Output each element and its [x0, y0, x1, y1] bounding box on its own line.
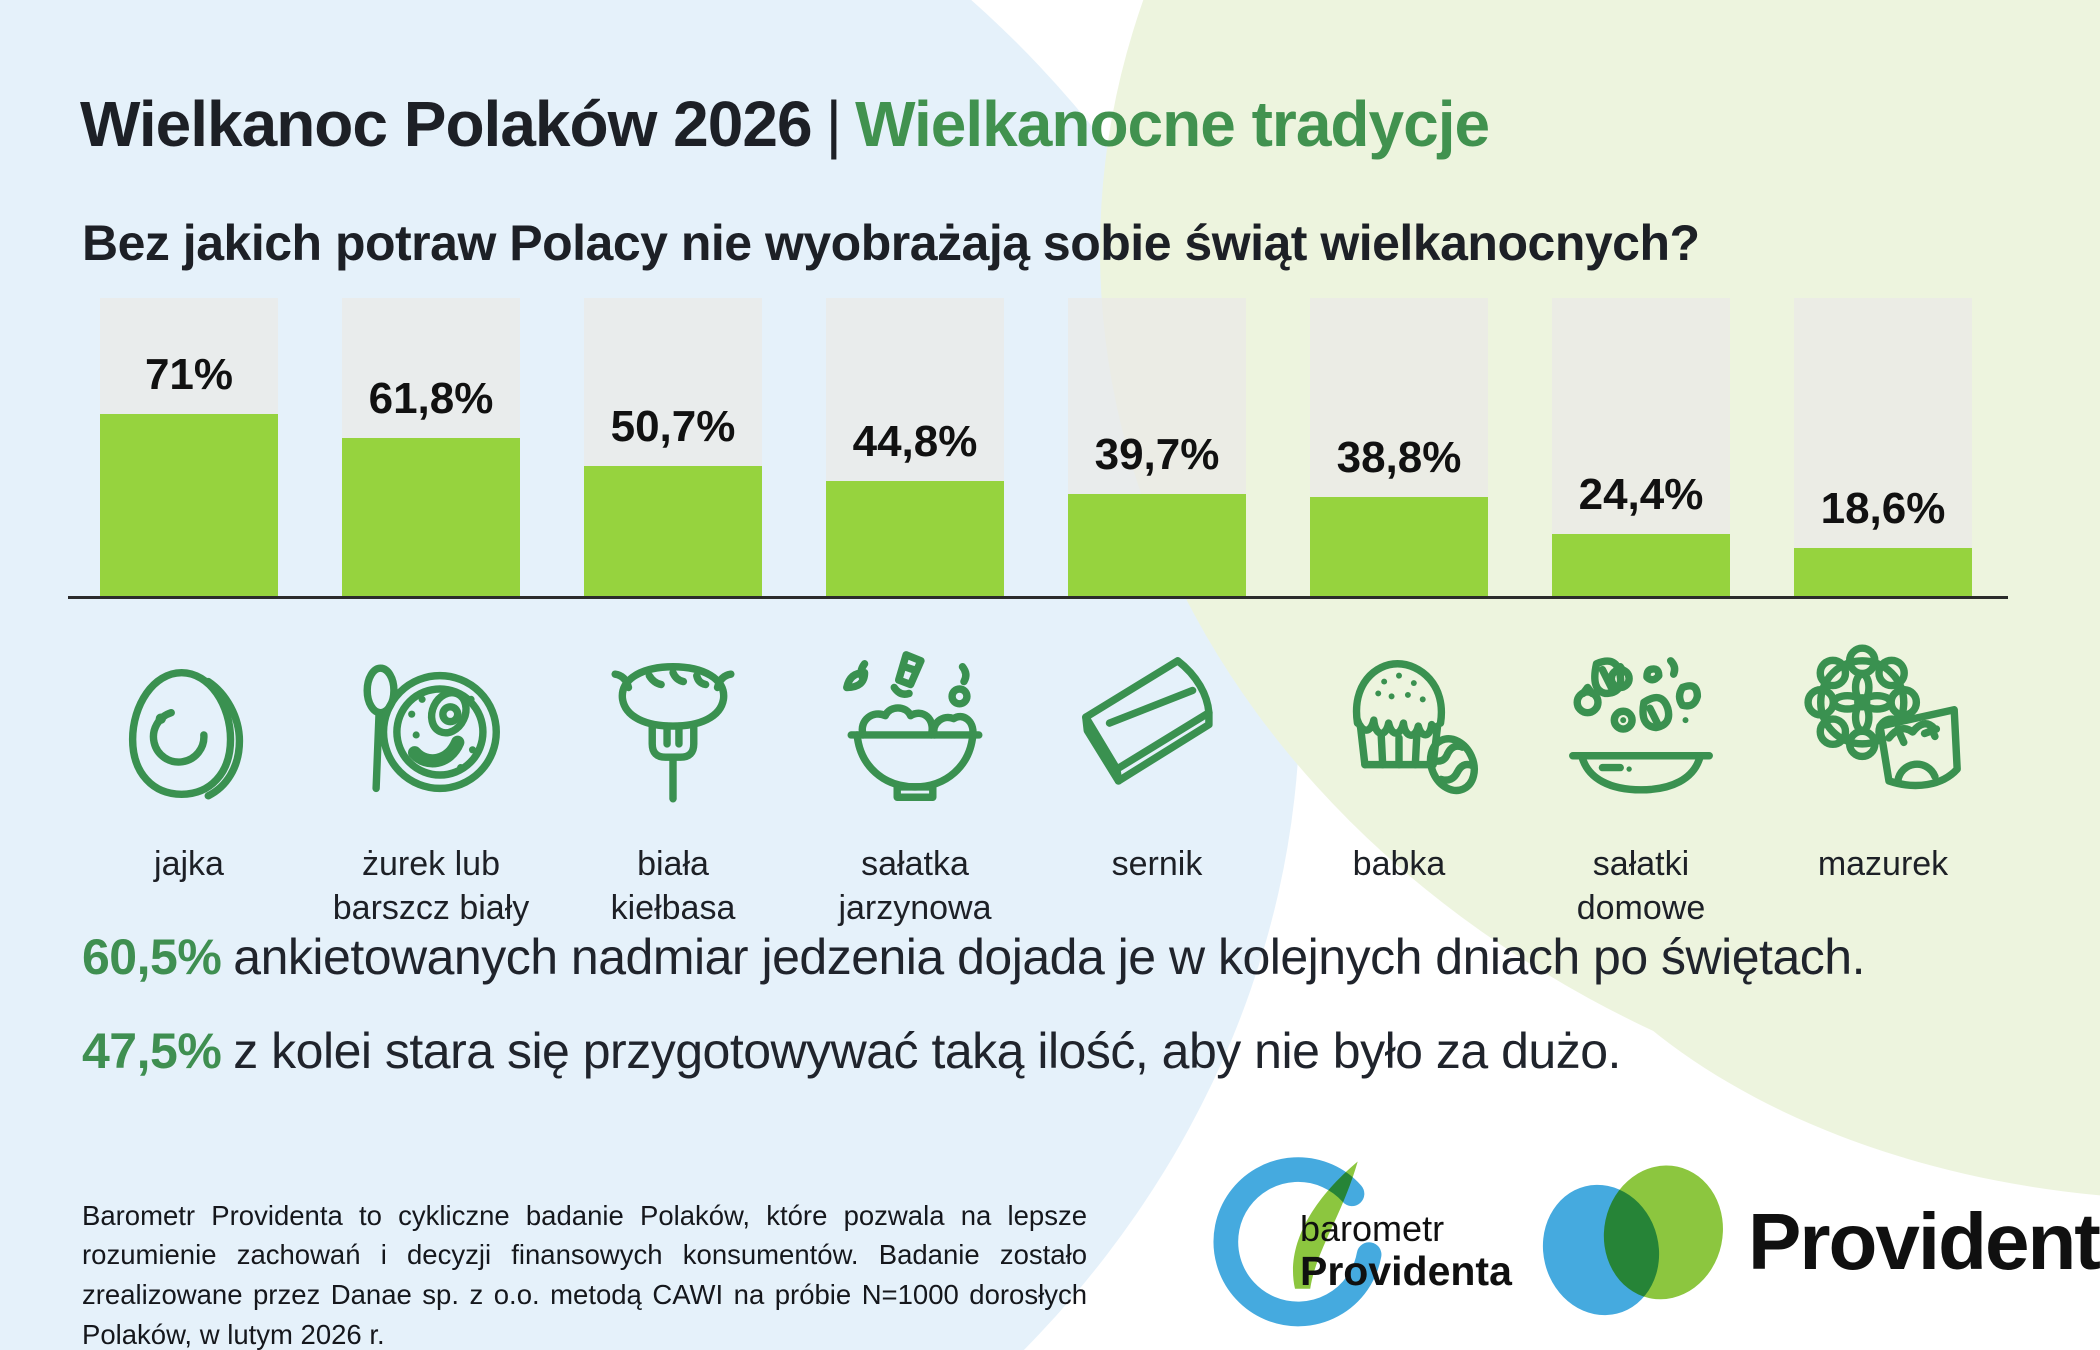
food-category-label: mazurek	[1817, 845, 1949, 883]
bar-mazurek: 18,6%	[1794, 298, 1972, 596]
providenta-word: Providenta	[1300, 1247, 1512, 1294]
provident-wordmark: Provident	[1748, 1197, 2100, 1286]
bar-value-label: 71%	[144, 350, 234, 399]
food-category-biała-kiełbasa: biała kiełbasa	[584, 632, 762, 930]
bar-jajka: 71%	[100, 298, 278, 596]
food-category-label: biała kiełbasa	[610, 845, 736, 928]
food-category-label: jajka	[154, 845, 224, 883]
stat-1-text: ankietowanych nadmiar jedzenia dojada je…	[233, 929, 1865, 985]
food-category-mazurek: mazurek	[1794, 632, 1972, 930]
food-category-sałatka-jarzynowa: sałatka jarzynowa	[826, 632, 1004, 930]
bar-fill	[584, 466, 762, 596]
chart-baseline	[68, 596, 2008, 599]
bar-fill	[1552, 534, 1730, 596]
bar-value-label: 38,8%	[1336, 433, 1462, 482]
bar-sałatki-domowe: 24,4%	[1552, 298, 1730, 596]
bar-value-label: 44,8%	[852, 417, 978, 466]
food-category-żurek lub-barszcz biały: żurek lub barszcz biały	[333, 632, 529, 930]
bar-value-label: 50,7%	[610, 402, 736, 451]
bar-fill	[826, 481, 1004, 596]
food-category-label: sałatki domowe	[1576, 845, 1706, 928]
stat-2-percent: 47,5%	[82, 1023, 222, 1079]
page-title: Wielkanoc Polaków 2026 | Wielkanocne trady…	[80, 87, 1490, 161]
food-category-sernik: sernik	[1068, 632, 1246, 930]
bar-fill	[1310, 497, 1488, 596]
bar-fill	[100, 414, 278, 596]
food-category-label: sernik	[1111, 845, 1203, 883]
barometer-gauge-icon	[1213, 1157, 1382, 1327]
bar-value-label: 61,8%	[368, 374, 494, 423]
stat-line-1: 60,5% ankietowanych nadmiar jedzenia doja…	[82, 928, 1865, 986]
bar-value-label: 18,6%	[1820, 484, 1946, 533]
mazurek-cake-icon	[1794, 632, 1972, 832]
methodology-footnote: Barometr Providenta to cykliczne badanie…	[82, 1199, 1087, 1350]
provident-logo: Provident	[1528, 1162, 2100, 1322]
vegetable-salad-bowl-icon	[826, 632, 1004, 832]
title-main: Wielkanoc Polaków 2026	[80, 87, 813, 160]
food-category-label: żurek lub barszcz biały	[332, 845, 530, 928]
bar-value-label: 24,4%	[1578, 470, 1704, 519]
stat-1-percent: 60,5%	[82, 929, 222, 985]
food-category-label: babka	[1352, 845, 1446, 883]
bar-żurek lub-barszcz biały: 61,8%	[342, 298, 520, 596]
bar-sałatka-jarzynowa: 44,8%	[826, 298, 1004, 596]
bar-babka: 38,8%	[1310, 298, 1488, 596]
bar-fill	[1794, 548, 1972, 596]
food-category-sałatki-domowe: sałatki domowe	[1552, 632, 1730, 930]
food-categories-row: jajka żurek lub barszcz biały biała kiełba…	[100, 632, 1972, 930]
bar-fill	[1068, 494, 1246, 596]
babka-cake-icon	[1310, 632, 1488, 832]
food-category-jajka: jajka	[100, 632, 278, 930]
title-accent: Wielkanocne tradycje	[855, 87, 1490, 160]
provident-blobs-icon	[1542, 1165, 1723, 1316]
sausage-fork-icon	[584, 632, 762, 832]
barometr-logo-words: barometr Providenta	[1300, 1208, 1512, 1294]
bar-value-label: 39,7%	[1094, 430, 1220, 479]
chart-question: Bez jakich potraw Polacy nie wyobrażają …	[82, 214, 1700, 271]
stats-block: 60,5% ankietowanych nadmiar jedzenia doja…	[82, 928, 1865, 1116]
title-divider: |	[825, 87, 843, 160]
salad-plate-icon	[1552, 632, 1730, 832]
stat-line-2: 47,5% z kolei stara się przygotowywać tak…	[82, 1022, 1865, 1080]
bar-biała-kiełbasa: 50,7%	[584, 298, 762, 596]
bar-track	[1794, 298, 1972, 596]
egg-icon	[100, 632, 278, 832]
soup-plate-icon	[342, 632, 520, 832]
stat-2-text: z kolei stara się przygotowywać taką ilo…	[233, 1023, 1621, 1079]
bar-sernik: 39,7%	[1068, 298, 1246, 596]
barometr-word: barometr	[1300, 1208, 1445, 1249]
cheesecake-slice-icon	[1068, 632, 1246, 832]
bar-fill	[342, 438, 520, 596]
barometr-providenta-logo: barometr Providenta	[1200, 1152, 1520, 1342]
food-category-label: sałatka jarzynowa	[838, 845, 992, 928]
food-category-babka: babka	[1310, 632, 1488, 930]
bar-chart: 71% 61,8% 50,7% 44,8% 39,7% 38,8% 24,4% 18,6%	[100, 298, 1972, 596]
